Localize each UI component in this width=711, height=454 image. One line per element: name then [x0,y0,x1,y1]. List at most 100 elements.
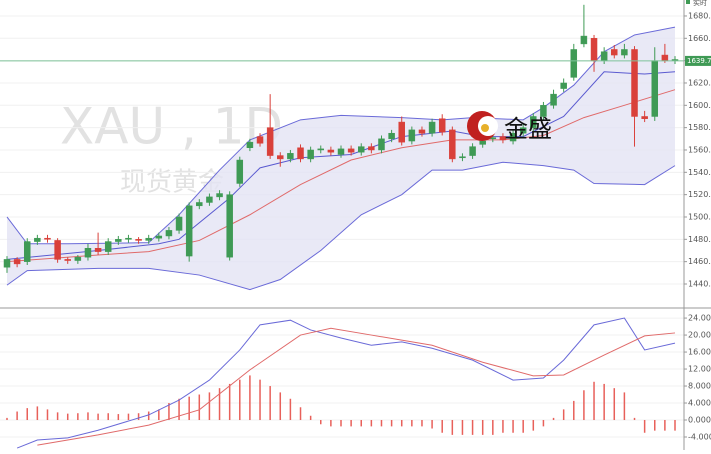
histogram-bar [56,412,59,421]
y-tick-label: 1460.00 [688,257,711,266]
candle-body [287,153,294,160]
candle-body [479,140,486,145]
histogram-bar [380,420,383,427]
candle-body [256,136,264,144]
histogram-bar [492,420,494,435]
candle-body [519,127,527,134]
candle-body [540,105,547,117]
candle-body [104,241,112,252]
histogram-bar [512,420,514,433]
y-tick-label: 4.000 [688,399,711,408]
candle-body [509,132,517,142]
candle-body [216,193,223,198]
histogram-bar [481,420,484,435]
candle-body [277,155,284,160]
histogram-bar [593,381,595,421]
y-tick-label: 20.000 [688,331,711,340]
candle-body [196,202,203,207]
band-fill [7,27,675,290]
histogram-bar [573,400,575,421]
candle-body [307,149,314,160]
candle-body [651,60,659,117]
histogram-bar [664,420,666,431]
y-tick-label: 1580.00 [688,123,711,132]
histogram-bar [643,420,646,433]
candle-body [34,237,41,242]
candle-body [64,259,71,261]
histogram-bar [36,406,39,421]
candle-body [185,205,193,257]
candle-body [206,196,213,203]
last-price-box [685,55,711,66]
candle-body [165,230,173,237]
candle-body [560,82,567,89]
histogram-bar [269,386,271,421]
y-tick-label: 1680.00 [688,11,711,20]
histogram-bar [208,392,211,421]
histogram-bar [502,420,504,433]
histogram-bar [583,390,585,421]
plot [0,4,687,449]
histogram-bar [411,420,413,427]
histogram-bar [370,420,373,427]
candle-body [408,129,416,142]
candle-body [175,216,183,231]
candle-body [428,121,436,134]
histogram-bar [471,420,474,435]
logo-text: 金盛 [504,115,552,143]
line [37,327,676,446]
candle-body [337,148,345,155]
line [6,71,676,260]
histogram-bar [674,420,676,431]
candle-body [459,156,466,159]
histogram-bar [188,396,190,421]
y-tick-label: 12.000 [688,365,711,374]
histogram-bar [633,417,636,421]
candle-body [580,35,588,45]
histogram-bar [158,409,160,421]
candle-body [499,136,507,141]
candle-body [317,148,325,151]
candle-body [418,129,426,134]
candle-body [145,237,152,241]
y-tick-label: 1480.00 [688,235,711,244]
histogram-bar [350,420,352,427]
candle-body [388,132,395,140]
line [16,317,676,449]
candle-body [600,51,608,61]
line [6,89,676,263]
histogram-bar [26,408,28,421]
histogram-bar [137,413,140,421]
candle-body [226,194,233,258]
candle-body [530,116,537,128]
candle-body [266,127,274,156]
logo-dot [481,124,489,132]
histogram-bar [330,420,332,427]
y-tick-label: 24.000 [688,314,711,323]
candle-body [23,241,31,262]
y-tick-label: 1660.00 [688,34,711,43]
histogram-bar [340,420,342,427]
candle-body [590,38,598,61]
histogram-bar [613,388,616,421]
histogram-bar [228,383,231,421]
candle-body [3,259,11,268]
histogram-bar [16,411,18,421]
histogram-bar [239,379,241,421]
candle-body [570,49,578,78]
histogram-bar [562,409,565,421]
candle-body [115,239,122,242]
y-tick-label: 1560.00 [688,145,711,154]
histogram-bar [178,398,180,421]
candle-body [84,248,92,258]
candle-body [398,121,405,143]
histogram-bar [623,392,626,421]
candle-body [621,49,628,56]
candle-body [449,129,456,160]
candle-body [155,235,163,239]
candle-body [236,159,244,184]
histogram-bar [654,420,656,431]
candle-body [44,237,51,240]
candle-body [74,256,82,261]
